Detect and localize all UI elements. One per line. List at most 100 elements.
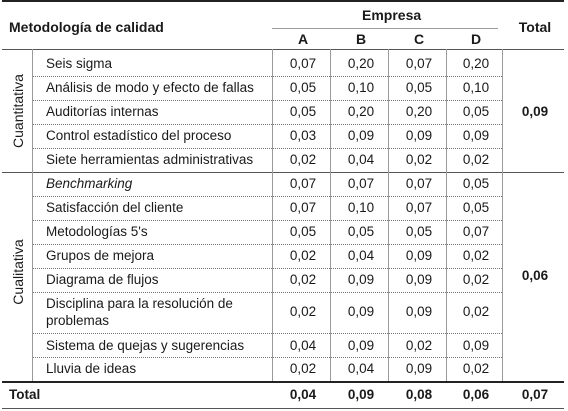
value-d: 0,09 <box>462 338 490 353</box>
value-b: 0,04 <box>347 248 375 263</box>
methodology-header: Metodología de calidad <box>9 19 164 35</box>
value-b: 0,09 <box>347 272 375 287</box>
value-d: 0,09 <box>462 128 490 143</box>
row-rule <box>33 100 502 101</box>
value-c: 0,09 <box>405 304 433 319</box>
value-a: 0,03 <box>289 128 317 143</box>
value-b: 0,20 <box>347 56 375 71</box>
value-c: 0,09 <box>405 272 433 287</box>
total-c: 0,08 <box>405 387 433 402</box>
value-b: 0,09 <box>347 304 375 319</box>
row-rule <box>33 333 502 334</box>
total-b: 0,09 <box>347 387 375 402</box>
value-b: 0,20 <box>347 104 375 119</box>
value-a: 0,05 <box>289 104 317 119</box>
value-a: 0,04 <box>289 338 317 353</box>
company-a-header: A <box>297 31 309 47</box>
value-c: 0,02 <box>405 152 433 167</box>
value-b: 0,09 <box>347 338 375 353</box>
company-d-header: D <box>470 31 482 47</box>
row-rule <box>33 124 502 125</box>
value-d: 0,20 <box>462 56 490 71</box>
value-c: 0,20 <box>405 104 433 119</box>
row-name: Sistema de quejas y sugerencias <box>46 338 245 353</box>
value-d: 0,02 <box>462 304 490 319</box>
row-name: Benchmarking <box>46 176 133 191</box>
row-name: Diagrama de flujos <box>46 272 159 287</box>
row-name: Grupos de mejora <box>46 248 155 263</box>
col-b-rule <box>388 49 389 381</box>
value-a: 0,07 <box>289 176 317 191</box>
value-d: 0,10 <box>462 80 490 95</box>
row-rule <box>33 196 502 197</box>
group-label-quantitative: Cuantitativa <box>10 74 26 148</box>
total-rule <box>2 381 564 383</box>
value-d: 0,02 <box>462 152 490 167</box>
value-b: 0,10 <box>347 200 375 215</box>
row-name: Metodologías 5's <box>46 224 148 239</box>
value-d: 0,05 <box>462 104 490 119</box>
row-rule <box>33 76 502 77</box>
row-rule <box>33 268 502 269</box>
company-b-header: B <box>355 31 367 47</box>
value-c: 0,07 <box>405 200 433 215</box>
value-a: 0,02 <box>289 304 317 319</box>
value-c: 0,02 <box>405 338 433 353</box>
value-a: 0,07 <box>289 200 317 215</box>
row-rule <box>33 220 502 221</box>
row-name: Siete herramientas administrativas <box>46 152 254 167</box>
value-c: 0,05 <box>405 224 433 239</box>
value-a: 0,02 <box>289 248 317 263</box>
value-a: 0,07 <box>289 56 317 71</box>
value-a: 0,02 <box>289 152 317 167</box>
company-rule <box>272 28 498 29</box>
value-d: 0,05 <box>462 176 490 191</box>
total-row-label: Total <box>9 387 41 402</box>
top-rule <box>2 0 564 2</box>
value-c: 0,07 <box>405 176 433 191</box>
row-name: Disciplina para la resolución de problem… <box>46 296 233 328</box>
name-col-rule <box>272 49 273 381</box>
row-rule <box>33 244 502 245</box>
group-total-qualitative: 0,06 <box>521 268 549 283</box>
total-a: 0,04 <box>289 387 317 402</box>
group-divider <box>2 172 564 173</box>
value-a: 0,02 <box>289 361 317 376</box>
bottom-rule <box>2 408 564 409</box>
value-b: 0,10 <box>347 80 375 95</box>
value-d: 0,05 <box>462 200 490 215</box>
value-c: 0,09 <box>405 361 433 376</box>
row-name: Seis sigma <box>46 56 113 71</box>
value-d: 0,02 <box>462 272 490 287</box>
col-a-rule <box>330 49 331 381</box>
value-b: 0,04 <box>347 152 375 167</box>
row-name: Lluvia de ideas <box>46 361 137 376</box>
value-d: 0,02 <box>462 361 490 376</box>
value-b: 0,04 <box>347 361 375 376</box>
group-col-rule <box>32 49 33 381</box>
value-d: 0,07 <box>462 224 490 239</box>
value-d: 0,02 <box>462 248 490 263</box>
value-b: 0,05 <box>347 224 375 239</box>
value-a: 0,02 <box>289 272 317 287</box>
row-rule <box>33 292 502 293</box>
value-c: 0,07 <box>405 56 433 71</box>
group-total-quantitative: 0,09 <box>521 104 549 119</box>
value-c: 0,09 <box>405 128 433 143</box>
header-rule <box>2 49 564 50</box>
value-b: 0,09 <box>347 128 375 143</box>
value-c: 0,09 <box>405 248 433 263</box>
company-header: Empresa <box>362 7 422 23</box>
row-name: Control estadístico del proceso <box>46 128 232 143</box>
row-name: Análisis de modo y efecto de fallas <box>46 80 254 95</box>
row-name: Satisfacción del cliente <box>46 200 184 215</box>
value-a: 0,05 <box>289 80 317 95</box>
total-d: 0,06 <box>462 387 490 402</box>
company-c-header: C <box>413 31 425 47</box>
row-rule <box>33 357 502 358</box>
col-c-rule <box>446 49 447 381</box>
value-c: 0,05 <box>405 80 433 95</box>
value-b: 0,07 <box>347 176 375 191</box>
total-col-rule <box>502 49 503 381</box>
